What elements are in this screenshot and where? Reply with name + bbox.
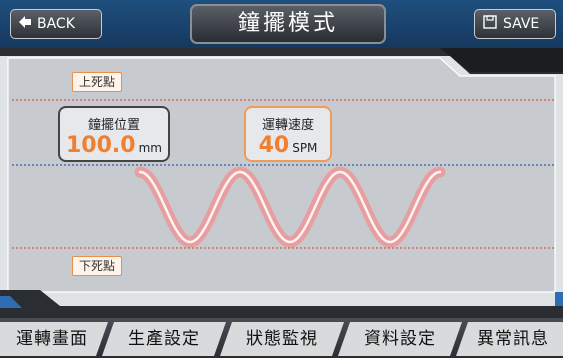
save-label: SAVE (503, 16, 540, 32)
tab-data-settings[interactable]: 資料設定 (364, 329, 436, 349)
position-readout: 鐘擺位置 100.0 mm (58, 106, 170, 162)
page-title: 鐘擺模式 (190, 4, 386, 44)
position-label: 鐘擺位置 (87, 118, 140, 133)
position-value-row: 100.0 mm (60, 133, 168, 158)
position-unit: mm (138, 141, 162, 155)
speed-label: 運轉速度 (261, 118, 314, 133)
speed-unit: SPM (292, 141, 318, 155)
position-value: 100.0 (66, 133, 136, 158)
back-button[interactable]: BACK (10, 9, 102, 39)
header-bar: BACK 鐘擺模式 SAVE (0, 0, 563, 48)
speed-readout: 運轉速度 40 SPM (244, 106, 332, 162)
speed-value: 40 (258, 133, 290, 158)
floppy-disk-icon (483, 15, 497, 33)
bottom-tab-bar: 運轉畫面 生產設定 狀態監視 資料設定 異常訊息 (0, 318, 563, 358)
speed-value-row: 40 SPM (246, 133, 330, 158)
back-label: BACK (37, 16, 75, 32)
tab-status-monitor[interactable]: 狀態監視 (246, 329, 318, 349)
pendulum-wave (138, 170, 442, 244)
tab-operation-screen[interactable]: 運轉畫面 (16, 329, 88, 349)
bottom-dead-center-label: 下死點 (72, 256, 123, 276)
top-dead-center-label: 上死點 (72, 72, 123, 92)
tab-production-settings[interactable]: 生產設定 (128, 329, 200, 349)
left-arrow-icon (19, 16, 31, 32)
save-button[interactable]: SAVE (474, 9, 556, 39)
tab-error-messages[interactable]: 異常訊息 (477, 329, 549, 349)
